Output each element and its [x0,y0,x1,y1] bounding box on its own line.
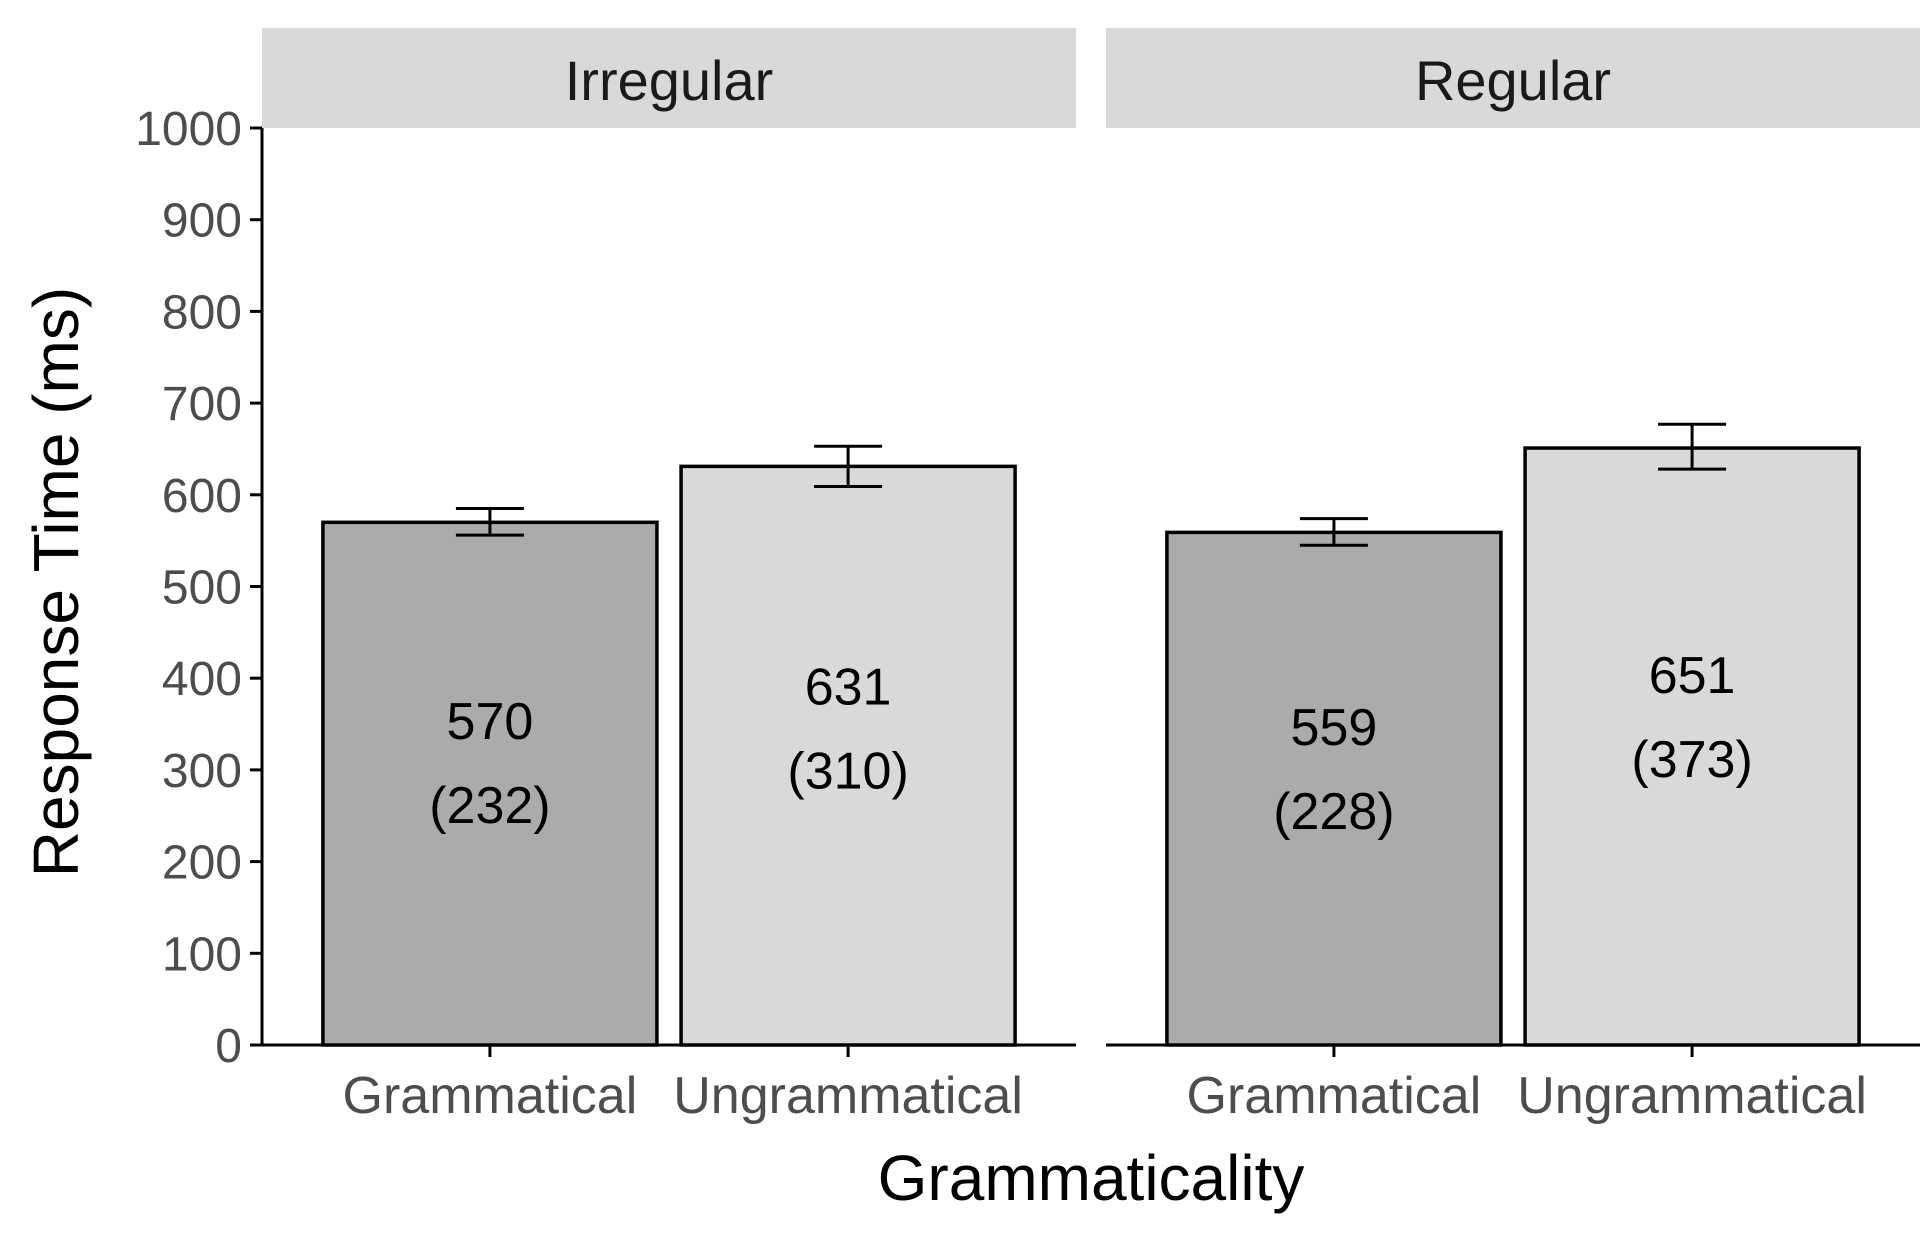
y-tick-label: 500 [162,562,242,615]
data-label-sd: (310) [787,742,908,800]
data-label-sd: (232) [429,777,550,835]
y-axis-title: Response Time (ms) [20,287,92,877]
bar-regular-ungrammatical [1523,446,1861,1047]
facet-label-irregular: Irregular [565,49,774,112]
bar-irregular-ungrammatical [679,464,1017,1047]
data-label-mean: 651 [1649,647,1736,705]
facet-strip-regular [1106,28,1920,128]
y-tick-label: 400 [162,653,242,706]
x-axis-title: Grammaticality [878,1142,1305,1214]
facet-strip-irregular [262,28,1076,128]
y-tick-label: 600 [162,470,242,523]
facet-label-regular: Regular [1415,49,1611,112]
x-tick-label: Ungrammatical [1517,1067,1867,1125]
y-tick-label: 1000 [135,103,242,156]
data-label-mean: 631 [805,658,892,716]
panel-regular: 559 (228) Grammatical 651 (373) Ungrammatical [1106,422,1920,1125]
bar-regular-grammatical [1165,530,1503,1047]
x-tick-label: Ungrammatical [673,1067,1023,1125]
chart-panels: 570 (232) Grammatical 631 (310) Ungrammatical… [262,422,1920,1125]
y-tick-label: 700 [162,378,242,431]
panel-irregular: 570 (232) Grammatical 631 (310) Ungrammatical [262,444,1076,1125]
x-tick-label: Grammatical [1187,1067,1482,1125]
y-tick-label: 0 [215,1020,242,1073]
data-label-sd: (373) [1631,731,1752,789]
x-tick-label: Grammatical [343,1067,638,1125]
y-tick-label: 300 [162,745,242,798]
data-label-sd: (228) [1273,783,1394,841]
data-label-mean: 559 [1291,699,1378,757]
data-label-mean: 570 [447,693,534,751]
y-axis: 0 100 200 300 400 500 600 700 800 900 1000 [135,103,264,1073]
y-tick-label: 100 [162,928,242,981]
y-tick-label: 900 [162,195,242,248]
y-tick-label: 200 [162,837,242,890]
y-tick-label: 800 [162,286,242,339]
